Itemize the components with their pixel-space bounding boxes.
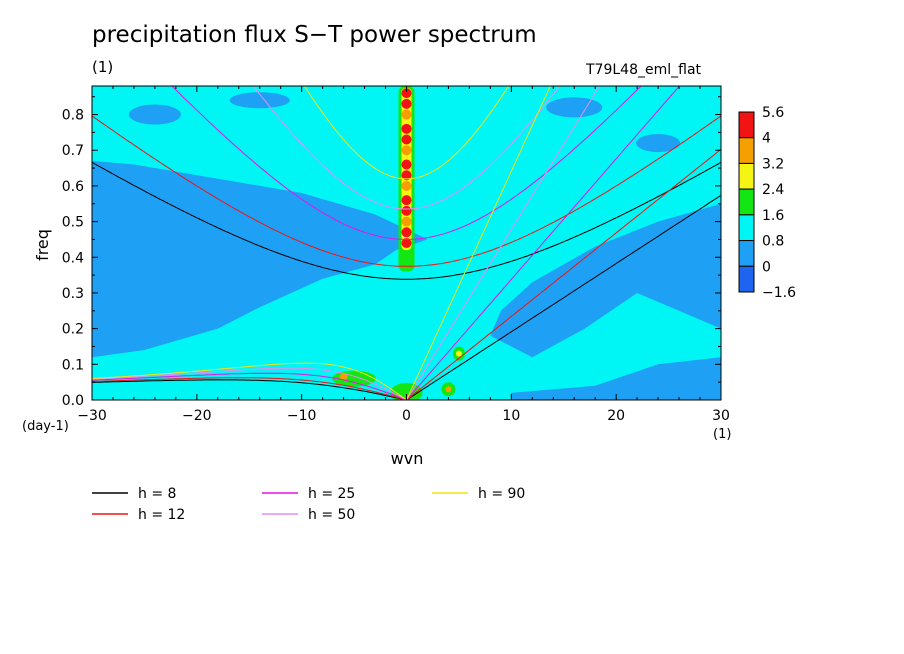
ridge-maximum: [401, 170, 412, 181]
inertia-gravity-curve: [92, 115, 721, 267]
colorbar-label: 4: [762, 131, 771, 147]
colorbar-swatch: [738, 214, 755, 242]
legend-label: h = 12: [138, 507, 185, 523]
inertia-gravity-curve: [303, 86, 510, 180]
y-axis-units: (day-1): [22, 419, 69, 434]
legend-label: h = 50: [308, 507, 355, 523]
ridge-maximum: [401, 123, 412, 134]
colorbar-swatch: [738, 162, 755, 190]
legend-label: h = 25: [308, 486, 355, 502]
field-region-cyan: [92, 86, 721, 400]
y-axis-title: freq: [33, 229, 52, 261]
colorbar-swatch: [738, 265, 755, 293]
colorbar-swatch: [738, 188, 755, 216]
rossby-curve: [92, 379, 407, 400]
x-tick-label: −20: [182, 408, 212, 424]
dispersion-curves: [92, 86, 721, 400]
y-tick-label: 0.0: [62, 393, 84, 409]
colorbar-swatch: [738, 111, 755, 139]
x-axis-units: (1): [713, 427, 731, 442]
x-tick-label: −10: [287, 408, 317, 424]
ridge-maximum: [401, 134, 412, 145]
legend-label: h = 90: [478, 486, 525, 502]
colorbar: 5.6 4 3.2 2.4 1.6 0.8 0 −1.6: [738, 105, 796, 301]
colorbar-label: 2.4: [762, 182, 784, 198]
chart-units-note: (1): [92, 58, 114, 76]
colorbar-label: 0: [762, 259, 771, 275]
y-tick-label: 0.2: [62, 322, 84, 338]
rossby-curve: [92, 367, 407, 400]
ridge-maximum: [401, 195, 412, 206]
run-id-label: T79L48_eml_flat: [586, 62, 702, 78]
rossby-curve: [92, 377, 407, 400]
colorbar-swatch: [738, 240, 755, 267]
ridge-maximum: [401, 159, 412, 170]
field-patch-blue: [128, 104, 181, 125]
colorbar-label: −1.6: [762, 285, 796, 301]
legend-label: h = 8: [138, 486, 176, 502]
x-axis-title: wvn: [391, 449, 424, 468]
y-tick-label: 0.6: [62, 179, 84, 195]
y-tick-label: 0.8: [62, 108, 84, 124]
ridge-maximum: [401, 205, 412, 216]
ridge-maximum: [401, 180, 412, 191]
y-tick-label: 0.3: [62, 286, 84, 302]
x-tick-label: 30: [712, 408, 730, 424]
y-tick-label: 0.7: [62, 143, 84, 159]
ridge-maximum: [401, 98, 412, 109]
x-tick-label: 0: [402, 408, 411, 424]
field-patch-blue: [155, 205, 196, 224]
ridge-maximum: [401, 145, 412, 156]
ridge-maximum: [401, 227, 412, 238]
colorbar-label: 5.6: [762, 105, 784, 121]
colorbar-label: 3.2: [762, 156, 784, 172]
x-tick-label: 20: [607, 408, 625, 424]
kelvin-curve: [406, 86, 681, 400]
kelvin-curve: [406, 86, 551, 400]
colorbar-label: 0.8: [762, 234, 784, 250]
legend: h = 8 h = 12 h = 25 h = 50 h = 90: [92, 486, 525, 523]
kelvin-curve: [406, 148, 721, 400]
kelvin-curve: [406, 86, 601, 400]
colorbar-label: 1.6: [762, 208, 784, 224]
ridge-maximum: [401, 88, 412, 99]
ridge-maximum: [401, 238, 412, 248]
axes: −30 −20 −10 0 10 20 30 0.0 0.1 0.2 0.3 0.4 0.5 0.6 0.7…: [62, 86, 730, 424]
y-tick-label: 0.4: [62, 250, 84, 266]
inertia-gravity-curve: [252, 86, 561, 210]
x-tick-label: 10: [502, 408, 520, 424]
low-freq-maximum: [339, 373, 348, 380]
y-tick-label: 0.5: [62, 215, 84, 231]
low-freq-maximum: [445, 386, 452, 393]
field-patch-blue: [229, 92, 290, 109]
ridge-maximum: [401, 216, 412, 227]
power-field: [92, 86, 721, 400]
chart-title: precipitation flux S−T power spectrum: [92, 22, 537, 48]
field-patch-blue: [546, 97, 603, 118]
x-tick-label: −30: [77, 408, 107, 424]
field-patch-blue: [636, 134, 681, 153]
ridge-maximum: [401, 109, 412, 120]
inertia-gravity-curve: [92, 161, 721, 280]
field-region-blue: [511, 357, 721, 400]
rossby-curve: [92, 372, 407, 400]
y-tick-label: 0.1: [62, 357, 84, 373]
rossby-curve: [92, 362, 407, 400]
inertia-gravity-curve: [171, 86, 642, 240]
colorbar-swatch: [738, 137, 755, 164]
low-freq-maximum: [455, 350, 462, 357]
kelvin-curve: [406, 194, 721, 400]
